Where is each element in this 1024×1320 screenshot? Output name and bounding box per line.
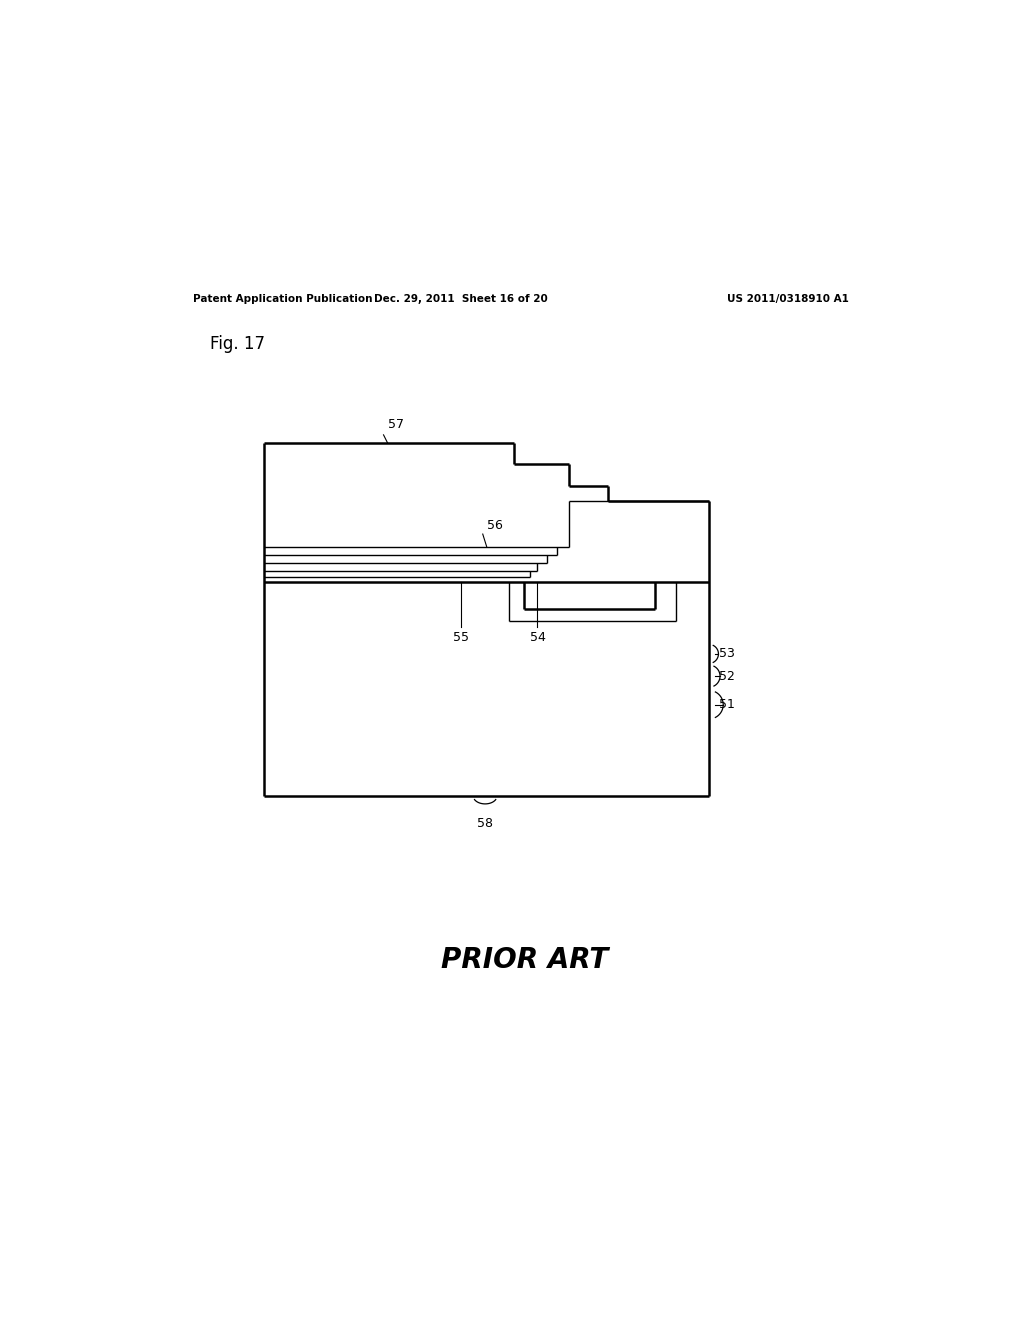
Text: Fig. 17: Fig. 17	[210, 334, 265, 352]
Text: Dec. 29, 2011  Sheet 16 of 20: Dec. 29, 2011 Sheet 16 of 20	[375, 294, 548, 304]
Text: 56: 56	[486, 519, 503, 532]
Text: US 2011/0318910 A1: US 2011/0318910 A1	[727, 294, 849, 304]
Text: Patent Application Publication: Patent Application Publication	[194, 294, 373, 304]
Text: 54: 54	[529, 631, 546, 644]
Text: 55: 55	[454, 631, 469, 644]
Text: 51: 51	[719, 698, 735, 711]
Text: 57: 57	[387, 418, 403, 430]
Text: 53: 53	[719, 647, 735, 660]
Text: 52: 52	[719, 669, 735, 682]
Text: PRIOR ART: PRIOR ART	[441, 946, 608, 974]
Text: 58: 58	[477, 817, 494, 830]
